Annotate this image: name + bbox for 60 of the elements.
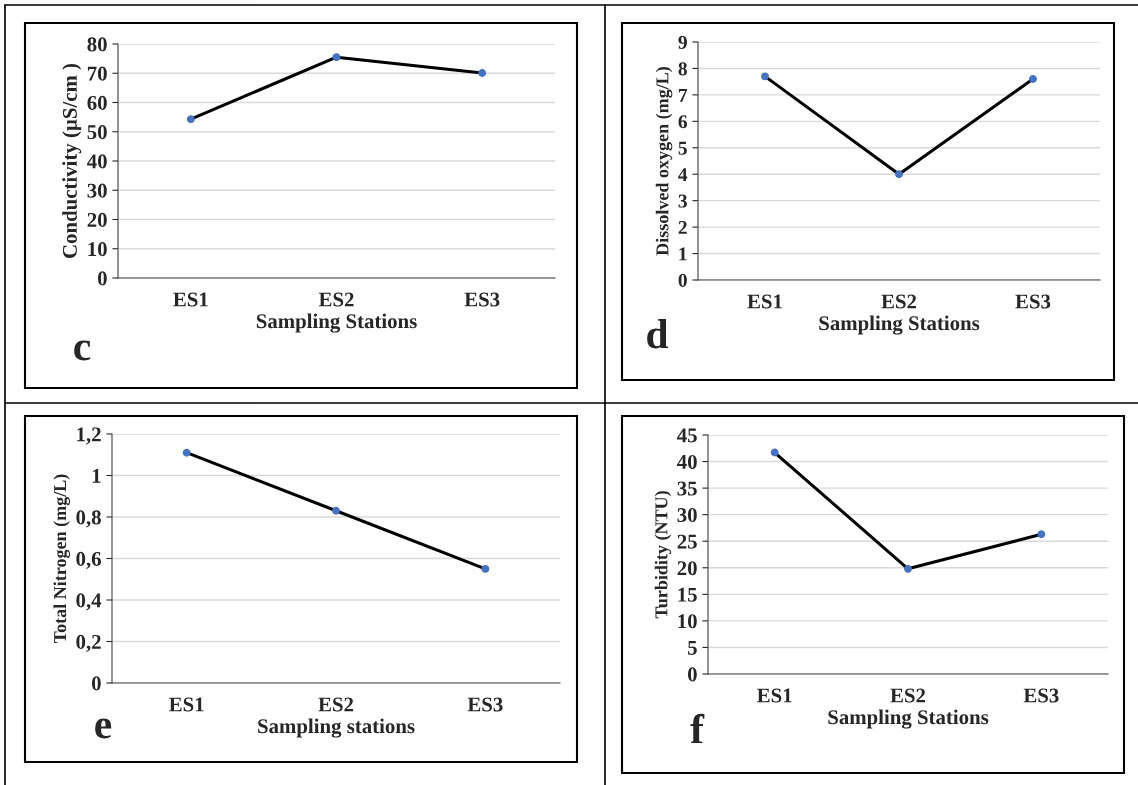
y-tick-label: 0	[97, 271, 107, 286]
text: d	[647, 319, 669, 349]
y-tick-label: 50	[87, 125, 107, 140]
x-tick-label: ES3	[1023, 688, 1059, 703]
y-tick-label: 1,2	[77, 427, 101, 445]
y-tick-label: 45	[677, 428, 697, 443]
x-axis-title: Sampling stations	[258, 718, 415, 738]
x-tick-label: ES3	[1015, 294, 1051, 309]
y-axis-title: Turbidity (NTU)	[654, 491, 672, 619]
y-tick-label: 15	[678, 587, 697, 602]
y-tick-label: 2	[678, 220, 687, 234]
x-tick-label: ES1	[169, 697, 204, 712]
y-tick-label: 25	[677, 534, 697, 549]
x-tick-label: ES1	[747, 294, 782, 309]
y-tick-label: 40	[87, 154, 107, 169]
y-tick-label: 0,6	[76, 551, 101, 569]
x-tick-label: ES1	[173, 292, 208, 307]
text: e	[95, 718, 112, 739]
y-tick-label: 10	[678, 614, 697, 629]
y-tick-label: 1	[679, 247, 687, 261]
x-tick-label: ES1	[757, 688, 792, 703]
y-tick-label: 0,4	[76, 593, 102, 611]
y-axis-title: Dissolved oxygen (mg/L)	[655, 67, 673, 256]
y-axis-title: Total Nitrogen (mg/L)	[53, 474, 70, 643]
y-tick-label: 80	[87, 37, 107, 52]
y-tick-label: 8	[678, 62, 687, 76]
text: f	[690, 713, 705, 744]
y-tick-label: 0	[687, 667, 697, 682]
y-tick-label: 7	[678, 88, 688, 102]
y-tick-label: 60	[87, 95, 107, 110]
y-tick-label: 0	[91, 676, 101, 691]
x-axis-title: Sampling Stations	[828, 709, 989, 729]
x-tick-label: ES2	[318, 697, 354, 712]
y-axis-title: Conductivity (µS/cm )	[62, 63, 82, 258]
text: c	[74, 340, 91, 361]
y-tick-label: 5	[678, 141, 687, 155]
x-tick-label: ES2	[881, 294, 917, 309]
x-tick-label: ES3	[467, 697, 503, 712]
x-tick-label: ES3	[464, 292, 500, 307]
y-tick-label: 6	[678, 115, 688, 129]
x-axis-title: Sampling Stations	[256, 313, 417, 333]
x-tick-label: ES2	[890, 688, 926, 703]
y-tick-label: 30	[677, 508, 697, 523]
y-tick-label: 30	[87, 183, 107, 198]
y-tick-label: 9	[678, 35, 687, 49]
y-tick-label: 35	[677, 481, 697, 496]
x-axis-title: Sampling Stations	[819, 315, 980, 335]
x-tick-label: ES2	[318, 292, 354, 307]
y-tick-label: 70	[87, 66, 107, 81]
y-tick-label: 3	[678, 194, 687, 208]
y-tick-label: 5	[688, 641, 697, 655]
y-tick-label: 40	[677, 454, 697, 469]
y-tick-label: 20	[87, 212, 107, 227]
y-tick-label: 0,2	[76, 634, 101, 652]
y-tick-label: 0,8	[76, 510, 101, 528]
y-tick-label: 0	[678, 273, 687, 287]
y-tick-label: 20	[677, 561, 697, 576]
y-tick-label: 4	[678, 168, 688, 181]
y-tick-label: 1	[92, 468, 101, 483]
y-tick-label: 10	[88, 242, 107, 257]
